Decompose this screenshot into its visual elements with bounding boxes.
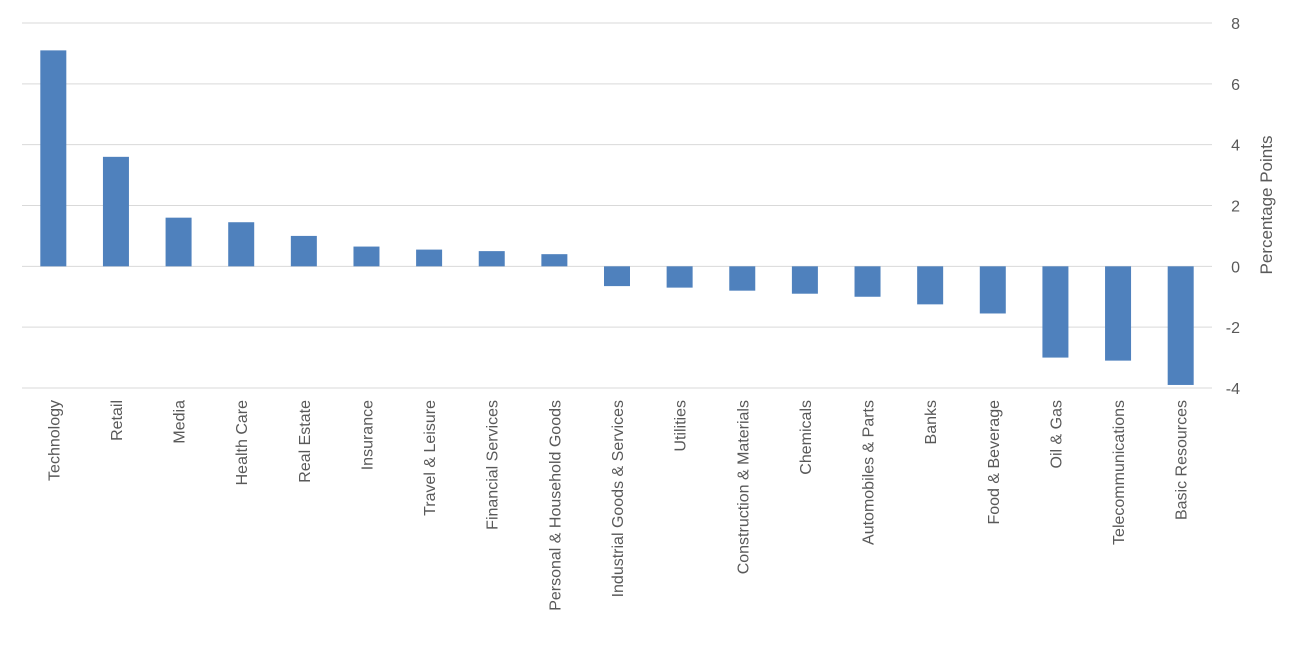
bar [102, 156, 129, 267]
bar [791, 266, 818, 294]
bar [290, 235, 317, 267]
x-tick-label: Technology [46, 400, 63, 481]
x-tick-label: Telecommunications [1111, 400, 1128, 545]
y-tick-labels: -4 -2 0 2 4 6 8 [1226, 16, 1240, 398]
bar [1105, 266, 1132, 361]
bar [541, 254, 568, 267]
bar [1042, 266, 1069, 358]
bar [353, 246, 380, 267]
x-tick-label: Travel & Leisure [422, 400, 439, 516]
x-tick-label: Industrial Goods & Services [610, 400, 627, 597]
bar [40, 50, 67, 267]
x-tick-label: Personal & Household Goods [547, 400, 564, 611]
x-tick-label: Chemicals [798, 400, 815, 475]
bar [666, 266, 693, 288]
x-tick-label: Construction & Materials [735, 400, 752, 574]
bar [478, 251, 505, 267]
x-tick-label: Automobiles & Parts [861, 400, 878, 545]
y-tick-label: 2 [1231, 199, 1240, 216]
y-tick-label: 0 [1231, 259, 1240, 276]
y-axis-title: Percentage Points [1257, 136, 1276, 275]
bar [917, 266, 944, 305]
x-tick-label: Oil & Gas [1048, 400, 1065, 468]
x-tick-label: Retail [109, 400, 126, 441]
bar [729, 266, 756, 291]
y-tick-label: 8 [1231, 16, 1240, 33]
gridlines [22, 22, 1212, 389]
x-tick-label: Financial Services [485, 400, 502, 530]
bar [854, 266, 881, 297]
y-tick-label: -4 [1226, 381, 1240, 398]
y-tick-label: 4 [1231, 138, 1240, 155]
x-tick-label: Banks [923, 400, 940, 444]
x-tick-label: Insurance [359, 400, 376, 470]
x-tick-label: Health Care [234, 400, 251, 485]
x-tick-label: Real Estate [297, 400, 314, 483]
x-tick-label: Utilities [673, 400, 690, 452]
bar [979, 266, 1006, 314]
y-tick-label: 6 [1231, 77, 1240, 94]
bar [165, 217, 192, 267]
x-tick-labels: Technology Retail Media Health Care Real Est… [46, 400, 1190, 611]
bar [416, 249, 443, 267]
y-tick-label: -2 [1226, 320, 1240, 337]
bar [604, 266, 630, 287]
x-tick-label: Media [172, 400, 189, 444]
x-tick-label: Basic Resources [1174, 400, 1191, 520]
bar [1167, 266, 1194, 385]
x-tick-label: Food & Beverage [986, 400, 1003, 525]
bar [228, 222, 255, 267]
bars [40, 50, 1194, 385]
